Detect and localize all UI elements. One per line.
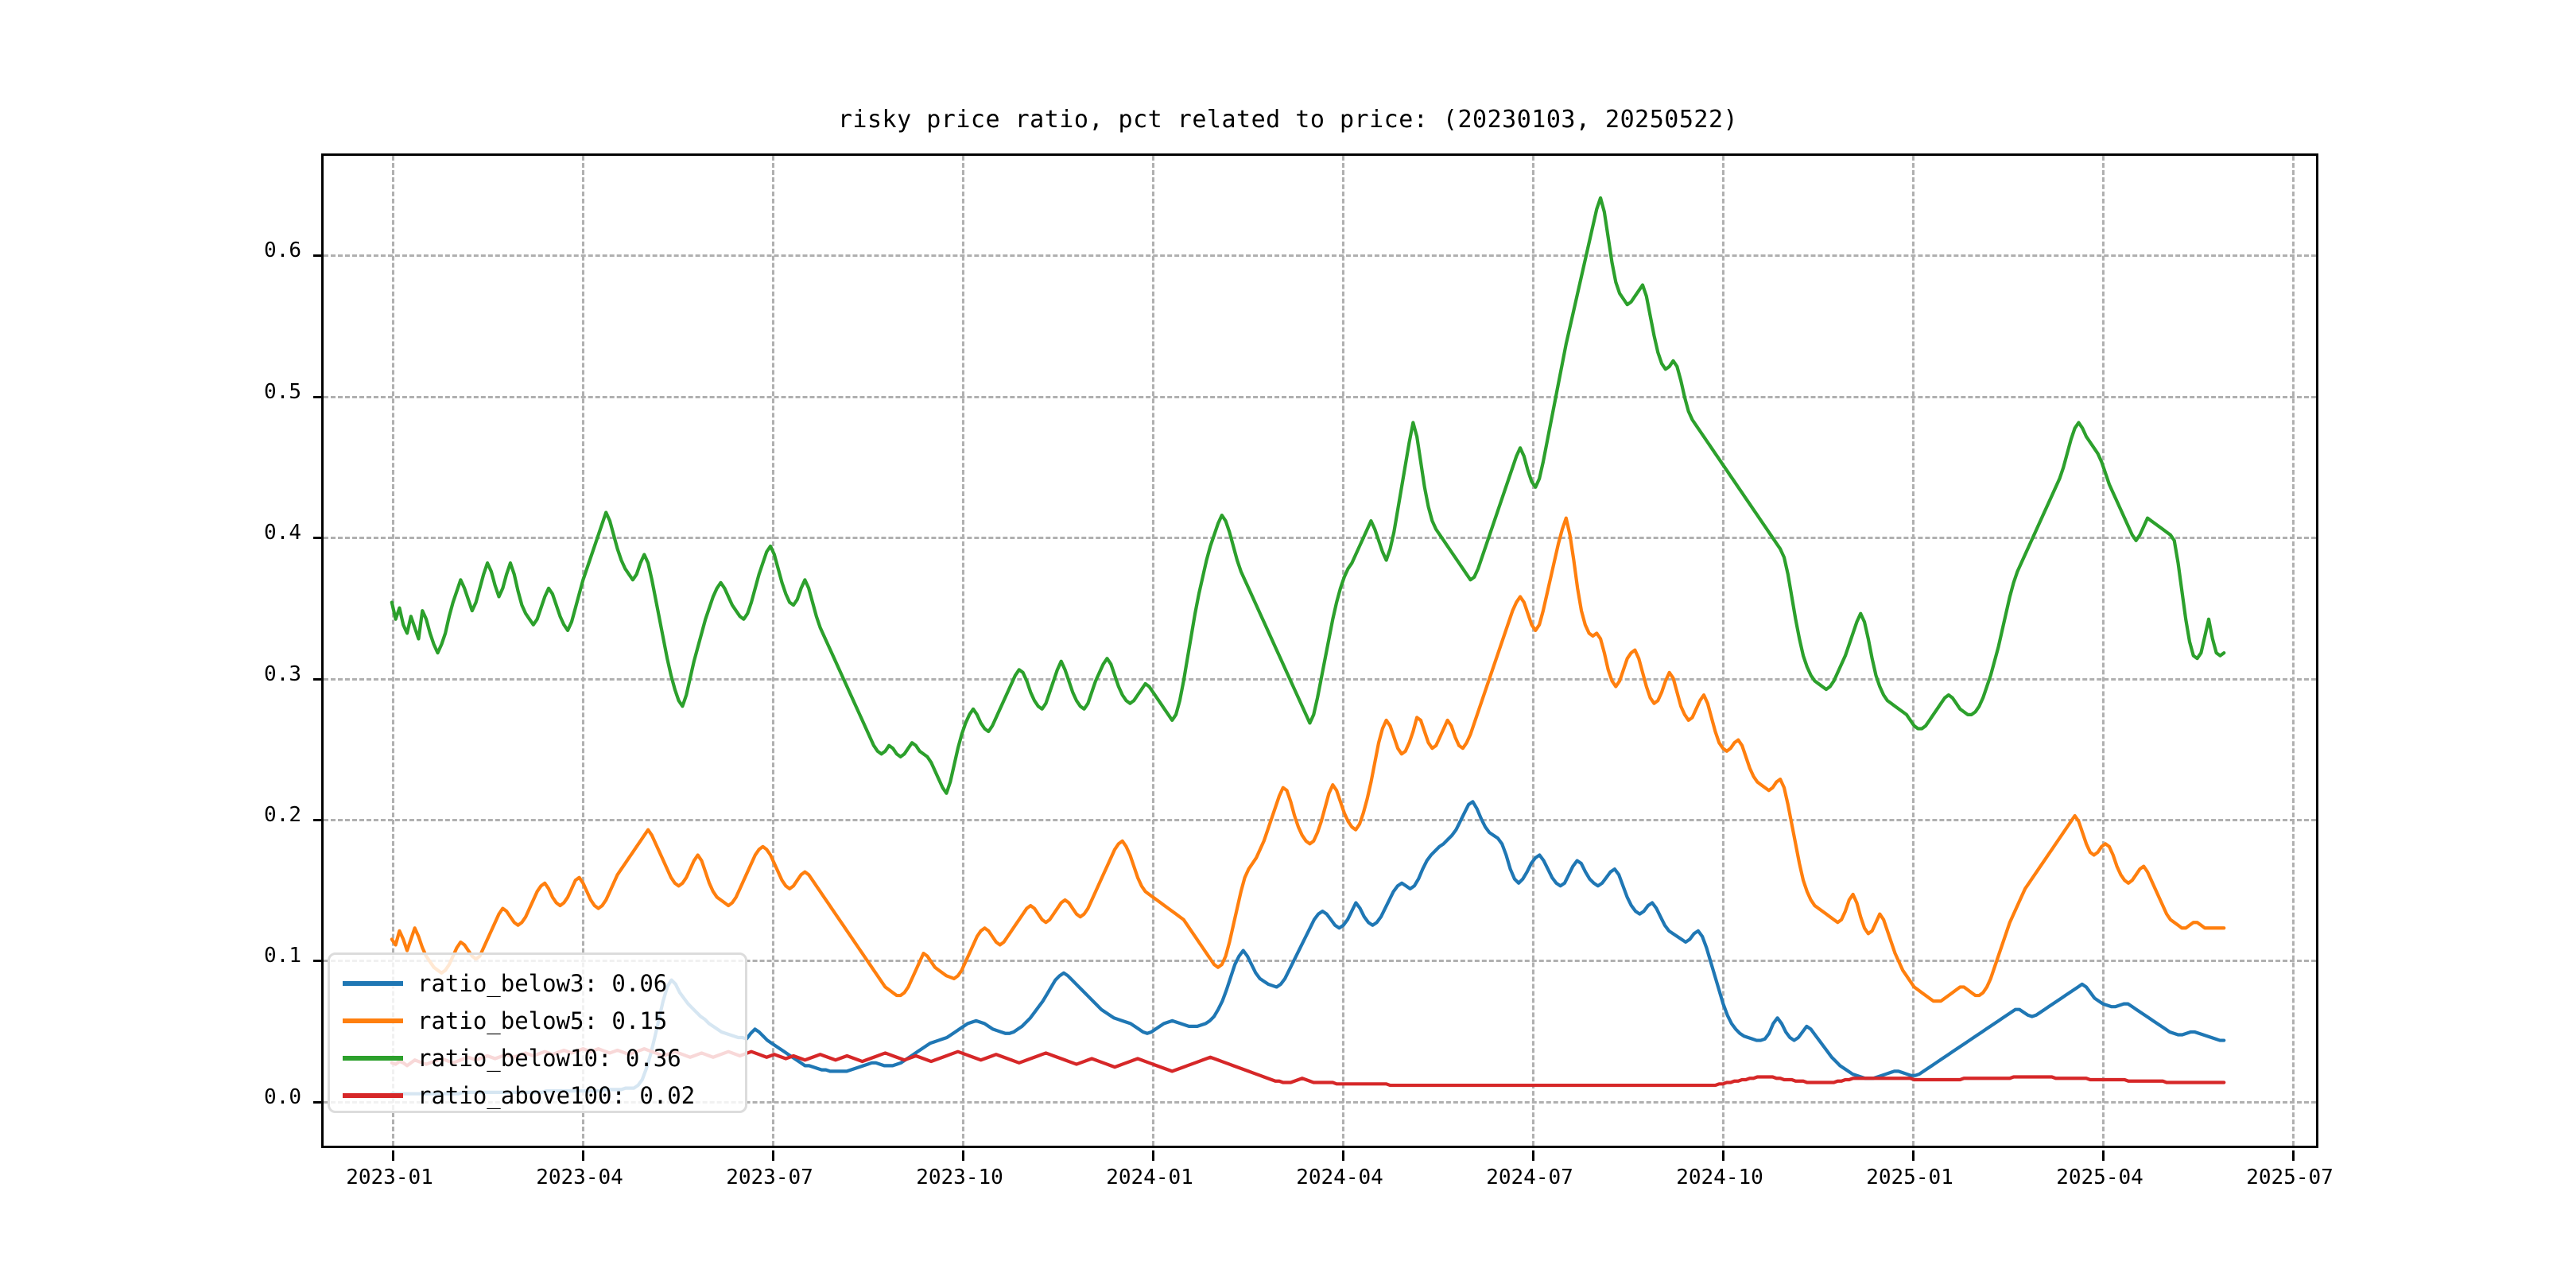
legend-label-ratio_below10: ratio_below10: 0.36 <box>417 1044 681 1072</box>
y-tick-mark <box>313 819 324 821</box>
x-tick-mark <box>1722 1150 1724 1161</box>
y-tick-mark <box>313 537 324 540</box>
gridline-vertical <box>2102 156 2105 1146</box>
x-tick-label: 2025-07 <box>2246 1166 2334 1189</box>
chart-legend[interactable]: ratio_below3: 0.06 ratio_below5: 0.15 rati… <box>328 952 747 1113</box>
legend-label-ratio_above100: ratio_above100: 0.02 <box>417 1081 696 1109</box>
gridline-vertical <box>1532 156 1534 1146</box>
gridline-horizontal <box>324 1100 2316 1104</box>
x-tick-mark <box>1152 1150 1154 1161</box>
x-tick-label: 2023-01 <box>346 1166 433 1189</box>
y-tick-mark <box>313 677 324 681</box>
x-tick-mark <box>1532 1150 1534 1161</box>
y-tick-label: 0.2 <box>264 803 301 827</box>
y-tick-label: 0.0 <box>264 1084 301 1109</box>
gridline-horizontal <box>324 254 2316 258</box>
legend-swatch-ratio_below5 <box>343 1018 403 1023</box>
y-tick-mark <box>313 1100 324 1104</box>
y-tick-label: 0.3 <box>264 661 301 686</box>
x-tick-label: 2025-04 <box>2056 1166 2143 1189</box>
x-tick-mark <box>1912 1150 1915 1161</box>
gridline-vertical <box>1912 156 1915 1146</box>
x-tick-mark <box>772 1150 774 1161</box>
x-tick-label: 2023-10 <box>916 1166 1003 1189</box>
y-tick-mark <box>313 960 324 963</box>
legend-label-ratio_below3: ratio_below3: 0.06 <box>417 969 668 997</box>
x-tick-mark <box>2102 1150 2105 1161</box>
x-tick-mark <box>392 1150 394 1161</box>
gridline-vertical <box>772 156 774 1146</box>
y-tick-label: 0.4 <box>264 521 301 545</box>
legend-item-ratio_below5[interactable]: ratio_below5: 0.15 <box>343 1003 667 1038</box>
legend-swatch-ratio_below3 <box>343 981 403 986</box>
y-tick-label: 0.1 <box>264 944 301 968</box>
x-tick-label: 2024-07 <box>1486 1166 1573 1189</box>
x-tick-mark <box>2292 1150 2295 1161</box>
x-tick-label: 2025-01 <box>1866 1166 1953 1189</box>
gridline-horizontal <box>324 537 2316 540</box>
x-tick-mark <box>962 1150 964 1161</box>
series-line-ratio_below5 <box>392 518 2224 1001</box>
gridline-vertical <box>1342 156 1344 1146</box>
series-line-ratio_below10 <box>392 198 2224 793</box>
y-tick-label: 0.6 <box>264 239 301 263</box>
x-tick-label: 2024-10 <box>1676 1166 1763 1189</box>
x-tick-mark <box>582 1150 584 1161</box>
legend-swatch-ratio_below10 <box>343 1056 403 1061</box>
gridline-vertical <box>1722 156 1724 1146</box>
gridline-vertical <box>582 156 584 1146</box>
gridline-horizontal <box>324 819 2316 821</box>
y-tick-mark <box>313 254 324 258</box>
chart-title: risky price ratio, pct related to price:… <box>837 106 1739 134</box>
legend-item-ratio_below3[interactable]: ratio_below3: 0.06 <box>343 966 667 1001</box>
x-tick-label: 2024-01 <box>1106 1166 1193 1189</box>
legend-swatch-ratio_above100 <box>343 1093 403 1098</box>
gridline-vertical <box>1152 156 1154 1146</box>
gridline-vertical <box>2292 156 2295 1146</box>
gridline-horizontal <box>324 395 2316 398</box>
legend-item-ratio_above100[interactable]: ratio_above100: 0.02 <box>343 1078 695 1113</box>
y-tick-label: 0.5 <box>264 379 301 404</box>
x-tick-label: 2024-04 <box>1296 1166 1383 1189</box>
legend-item-ratio_below10[interactable]: ratio_below10: 0.36 <box>343 1041 681 1076</box>
x-tick-label: 2023-07 <box>726 1166 813 1189</box>
gridline-vertical <box>392 156 394 1146</box>
y-tick-mark <box>313 395 324 398</box>
gridline-horizontal <box>324 960 2316 963</box>
x-tick-label: 2023-04 <box>536 1166 623 1189</box>
x-tick-mark <box>1342 1150 1344 1161</box>
legend-label-ratio_below5: ratio_below5: 0.15 <box>417 1007 668 1034</box>
gridline-vertical <box>962 156 964 1146</box>
